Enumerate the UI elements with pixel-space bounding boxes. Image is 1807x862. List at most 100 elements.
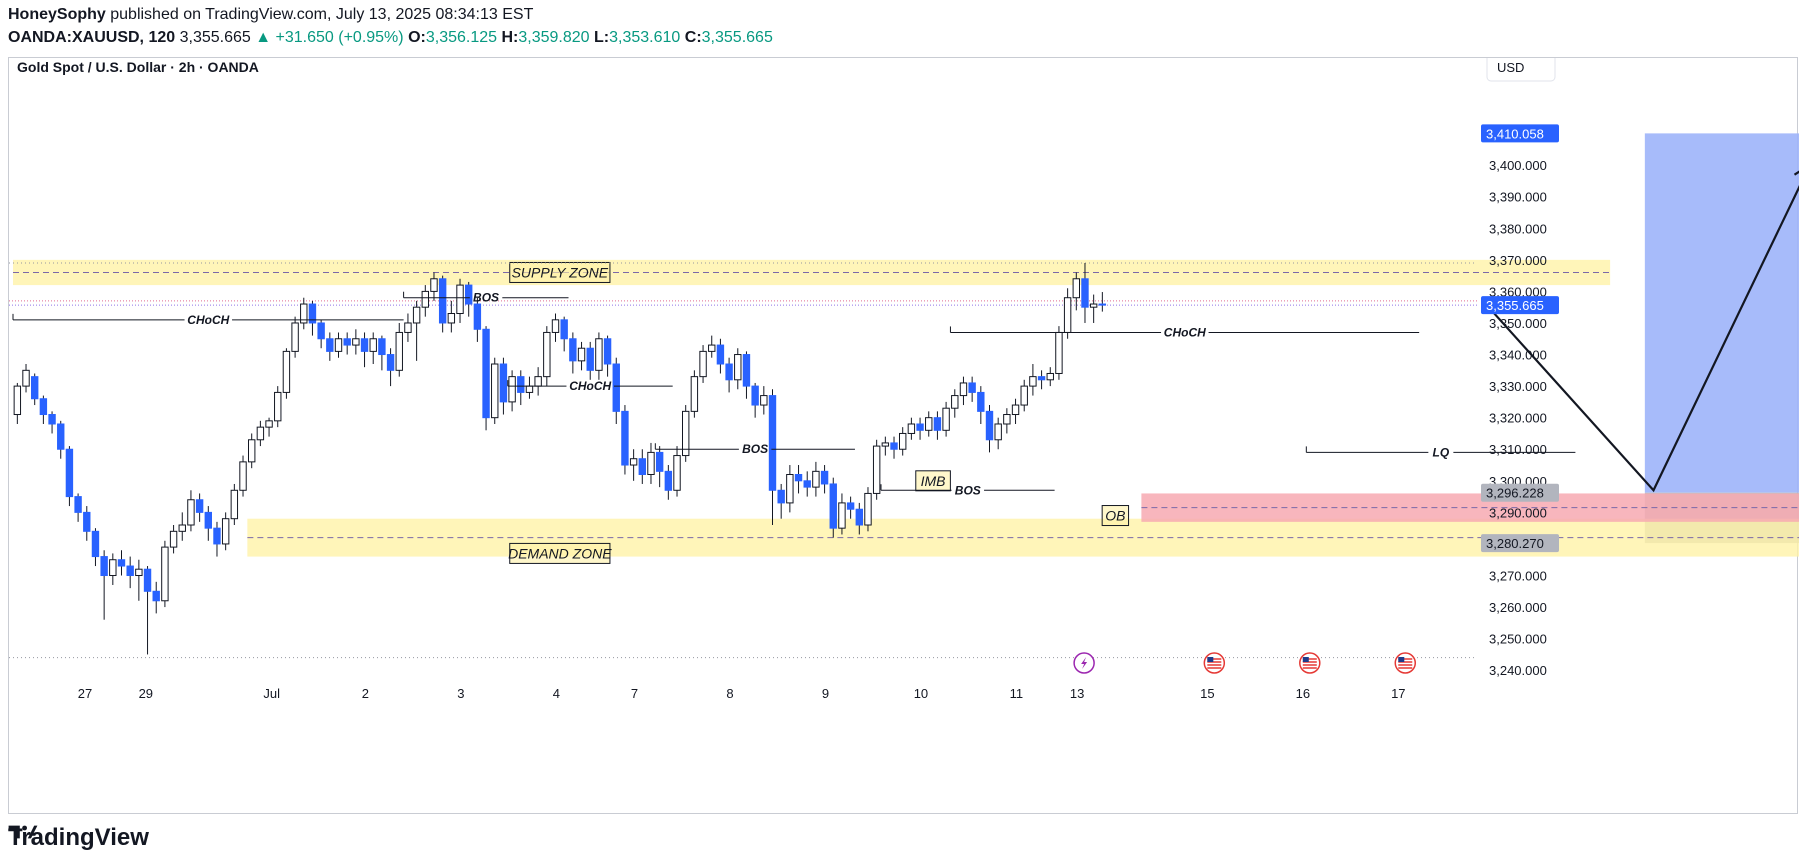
candle[interactable] (551, 313, 560, 342)
candle[interactable] (951, 389, 959, 418)
candle[interactable] (1046, 367, 1054, 387)
candle[interactable] (386, 348, 395, 387)
candle[interactable] (907, 417, 916, 440)
candle[interactable] (39, 395, 48, 424)
candle[interactable] (161, 540, 169, 608)
candle[interactable] (1063, 288, 1072, 339)
ob-rect[interactable] (1141, 493, 1799, 522)
candle[interactable] (603, 335, 612, 377)
candle[interactable] (117, 550, 126, 576)
candle[interactable] (178, 512, 186, 541)
candle[interactable] (994, 417, 1002, 450)
candle[interactable] (517, 370, 525, 406)
currency-button[interactable]: USD (1486, 58, 1556, 82)
candle[interactable] (248, 433, 256, 469)
candle[interactable] (595, 332, 603, 380)
candle[interactable] (91, 528, 100, 567)
candle[interactable] (31, 373, 39, 406)
candle[interactable] (135, 559, 143, 601)
candle[interactable] (855, 502, 863, 535)
candle[interactable] (378, 335, 386, 371)
candle[interactable] (629, 449, 638, 481)
candle[interactable] (308, 300, 317, 336)
candle[interactable] (525, 376, 534, 399)
candle[interactable] (612, 357, 620, 424)
candle[interactable] (508, 370, 516, 412)
candle[interactable] (213, 521, 221, 557)
price-chart[interactable]: Gold Spot / U.S. Dollar · 2h · OANDA USD S… (9, 58, 1799, 815)
candle[interactable] (751, 382, 759, 418)
candle[interactable] (22, 364, 30, 393)
candle[interactable] (317, 319, 325, 349)
candle[interactable] (1081, 262, 1089, 323)
candle[interactable] (152, 581, 160, 614)
candle[interactable] (48, 411, 56, 434)
candle[interactable] (256, 420, 265, 447)
candle[interactable] (1055, 326, 1063, 380)
candle[interactable] (959, 376, 968, 406)
us-flag-event-icon[interactable] (1299, 652, 1321, 674)
tradingview-logo[interactable]: TradingView (8, 824, 149, 852)
candle[interactable] (812, 461, 820, 497)
candle[interactable] (699, 345, 707, 383)
candle[interactable] (300, 297, 308, 330)
candle[interactable] (543, 326, 551, 387)
us-flag-event-icon[interactable] (1203, 652, 1226, 674)
candle[interactable] (447, 300, 456, 333)
candle[interactable] (412, 300, 421, 361)
candle[interactable] (638, 449, 646, 484)
candle[interactable] (230, 483, 239, 526)
candle[interactable] (933, 411, 942, 440)
candle[interactable] (499, 357, 508, 415)
candle[interactable] (438, 275, 447, 333)
candle[interactable] (360, 332, 369, 368)
candle[interactable] (1098, 292, 1107, 312)
candle[interactable] (872, 439, 881, 500)
candle[interactable] (881, 436, 890, 456)
candle[interactable] (655, 446, 664, 488)
candle[interactable] (74, 493, 82, 522)
candle[interactable] (126, 556, 134, 589)
candle[interactable] (282, 348, 291, 399)
candle[interactable] (925, 411, 933, 437)
candle[interactable] (786, 465, 794, 513)
candle[interactable] (465, 281, 473, 317)
candle[interactable] (890, 436, 898, 459)
candle[interactable] (326, 332, 334, 361)
candle[interactable] (57, 420, 65, 459)
candle[interactable] (100, 550, 108, 620)
candle[interactable] (864, 487, 872, 532)
candle[interactable] (942, 401, 950, 437)
candle[interactable] (803, 471, 811, 497)
candle[interactable] (239, 455, 247, 497)
candle[interactable] (204, 506, 213, 541)
candle[interactable] (768, 389, 777, 526)
candle[interactable] (760, 386, 768, 415)
candle[interactable] (664, 465, 673, 500)
candle[interactable] (187, 490, 195, 532)
author-name[interactable]: HoneySophy (8, 6, 106, 23)
candle[interactable] (569, 332, 577, 374)
candle[interactable] (985, 405, 994, 453)
candle[interactable] (143, 566, 152, 655)
candle[interactable] (421, 285, 430, 317)
candle[interactable] (734, 348, 742, 390)
candle[interactable] (647, 442, 655, 484)
candle[interactable] (369, 332, 377, 365)
candle[interactable] (221, 512, 230, 551)
time-axis[interactable]: 27 29 Jul 2 3 4 7 8 9 10 11 13 15 16 17 (78, 686, 1406, 701)
candle[interactable] (1037, 370, 1046, 390)
candle[interactable] (291, 316, 299, 358)
lightning-event-icon[interactable] (1073, 652, 1095, 674)
candle[interactable] (343, 332, 351, 355)
candle[interactable] (1089, 294, 1098, 323)
candle[interactable] (838, 493, 846, 535)
candle[interactable] (690, 370, 699, 418)
candle[interactable] (846, 496, 855, 519)
candle[interactable] (456, 278, 464, 323)
candle[interactable] (916, 417, 924, 440)
candle[interactable] (673, 446, 681, 497)
candle[interactable] (1020, 379, 1028, 412)
candle[interactable] (820, 465, 829, 494)
candle[interactable] (395, 322, 403, 377)
